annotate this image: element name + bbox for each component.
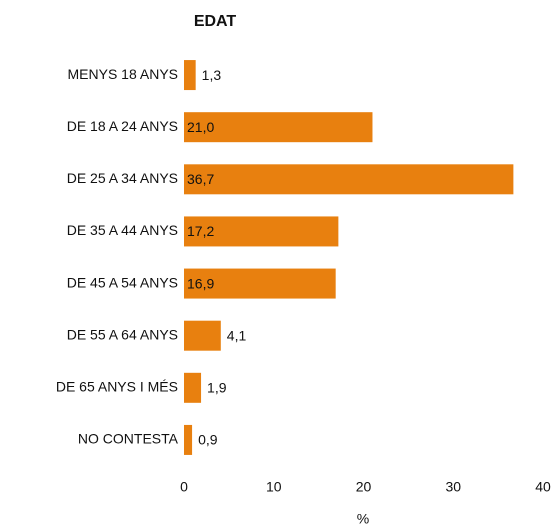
value-label: 0,9 (198, 432, 218, 448)
x-tick-label: 40 (535, 479, 551, 495)
value-label: 36,7 (187, 171, 214, 187)
bar (184, 268, 336, 299)
x-tick-label: 30 (445, 479, 461, 495)
bar (184, 60, 196, 91)
x-tick-label: 20 (356, 479, 372, 495)
value-label: 4,1 (227, 327, 247, 343)
value-label: 1,9 (207, 380, 227, 396)
y-tick-label: DE 45 A 54 ANYS (67, 274, 178, 290)
value-label: 16,9 (187, 275, 214, 291)
x-tick-label: 0 (180, 479, 188, 495)
y-tick-label: DE 25 A 34 ANYS (67, 170, 178, 186)
bar (184, 112, 373, 143)
bar (184, 320, 221, 351)
y-tick-label: DE 65 ANYS I MÉS (56, 379, 178, 395)
bar (184, 372, 202, 403)
value-label: 17,2 (187, 223, 214, 239)
y-tick-label: DE 55 A 64 ANYS (67, 326, 178, 342)
x-tick-label: 10 (266, 479, 282, 495)
y-tick-label: DE 18 A 24 ANYS (67, 118, 178, 134)
bar (184, 216, 339, 247)
value-label: 1,3 (202, 67, 222, 83)
value-label: 21,0 (187, 119, 214, 135)
y-tick-label: DE 35 A 44 ANYS (67, 222, 178, 238)
y-tick-label: MENYS 18 ANYS (68, 66, 179, 82)
bar (184, 164, 514, 195)
bar (184, 424, 193, 455)
chart-title: EDAT (194, 13, 237, 30)
y-tick-label: NO CONTESTA (78, 431, 179, 447)
x-axis-label: % (357, 511, 369, 526)
